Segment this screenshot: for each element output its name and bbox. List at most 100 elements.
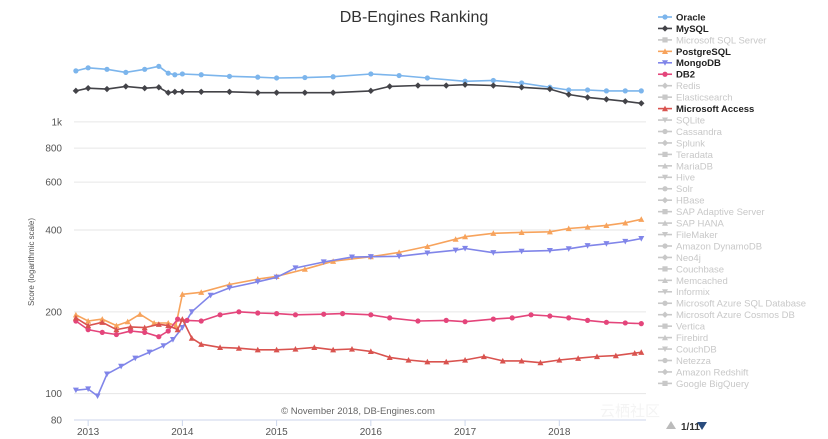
data-point-mongodb — [584, 243, 591, 249]
x-tick-label: 2015 — [265, 427, 288, 438]
data-point-mysql — [301, 89, 309, 96]
legend-item-redis[interactable]: Redis — [658, 81, 701, 92]
data-point-mysql — [155, 84, 163, 91]
legend-item-splunk[interactable]: Splunk — [658, 138, 705, 149]
data-point-db2 — [198, 318, 204, 324]
pager-down-arrow-icon[interactable] — [697, 422, 707, 430]
legend-item-sap-adaptive-server[interactable]: SAP Adaptive Server — [658, 207, 765, 218]
data-point-mongodb — [490, 250, 497, 256]
data-point-mysql — [273, 89, 280, 96]
data-point-db2 — [415, 318, 421, 324]
x-tick-label: 2013 — [77, 427, 100, 438]
data-point-db2 — [547, 313, 553, 319]
legend-item-vertica[interactable]: Vertica — [658, 322, 706, 333]
y-tick-label: 1k — [51, 117, 63, 128]
data-point-oracle — [462, 78, 468, 84]
data-point-mongodb — [118, 363, 125, 370]
legend-item-microsoft-sql-server[interactable]: Microsoft SQL Server — [658, 35, 766, 46]
legend-item-mysql[interactable]: MySQL — [658, 24, 709, 35]
series-group — [72, 63, 645, 400]
data-point-microsoft-access — [174, 326, 181, 333]
legend-label: Microsoft Access — [676, 104, 754, 115]
series-mysql[interactable] — [72, 81, 645, 107]
legend-item-couchbase[interactable]: Couchbase — [658, 264, 724, 275]
data-point-mysql — [518, 84, 525, 91]
data-point-postgresql — [584, 224, 591, 230]
data-point-db2 — [566, 315, 572, 321]
legend-item-hbase[interactable]: HBase — [658, 196, 705, 207]
legend-item-netezza[interactable]: Netezza — [658, 356, 712, 367]
legend-item-sqlite[interactable]: SQLite — [658, 115, 705, 126]
legend-marker — [662, 94, 668, 100]
data-point-db2 — [339, 311, 346, 317]
y-axis-label: Score (logarithmic scale) — [27, 218, 36, 306]
pager-up-arrow-icon[interactable] — [666, 421, 676, 429]
series-line-microsoft-access — [75, 317, 642, 364]
legend-marker — [661, 311, 669, 318]
data-point-postgresql — [99, 316, 106, 322]
legend-marker — [661, 368, 669, 376]
data-point-mysql — [141, 84, 148, 92]
legend-item-solr[interactable]: Solr — [658, 184, 693, 195]
legend-marker — [662, 220, 668, 226]
legend-label: Amazon DynamoDB — [676, 241, 762, 252]
data-point-microsoft-access — [188, 335, 195, 341]
legend-item-sap-hana[interactable]: SAP HANA — [658, 219, 725, 230]
legend-item-informix[interactable]: Informix — [658, 287, 710, 298]
data-point-mysql — [622, 98, 629, 105]
data-point-microsoft-access — [638, 349, 645, 355]
legend-item-hive[interactable]: Hive — [658, 173, 695, 184]
legend-item-oracle[interactable]: Oracle — [658, 12, 706, 23]
chart-title: DB-Engines Ranking — [340, 9, 489, 26]
legend-item-microsoft-access[interactable]: Microsoft Access — [658, 104, 754, 115]
legend-label: Amazon Redshift — [676, 367, 749, 378]
legend-item-elasticsearch[interactable]: Elasticsearch — [658, 93, 733, 104]
legend-label: Oracle — [676, 12, 706, 23]
legend-item-microsoft-azure-sql-database[interactable]: Microsoft Azure SQL Database — [658, 299, 806, 310]
data-point-mongodb — [546, 247, 553, 254]
data-point-mysql — [386, 83, 393, 90]
legend-item-couchdb[interactable]: CouchDB — [658, 344, 717, 355]
legend-item-postgresql[interactable]: PostgreSQL — [658, 47, 731, 58]
legend-label: Splunk — [676, 138, 705, 149]
legend-label: Memcached — [676, 276, 728, 287]
data-point-mysql — [226, 88, 233, 95]
data-point-mongodb — [146, 349, 153, 356]
legend-item-filemaker[interactable]: FileMaker — [658, 230, 718, 241]
series-oracle[interactable] — [73, 63, 644, 94]
legend-item-memcached[interactable]: Memcached — [658, 276, 728, 287]
data-point-db2 — [156, 334, 162, 340]
legend-item-mongodb[interactable]: MongoDB — [658, 58, 721, 69]
data-point-oracle — [622, 88, 628, 94]
series-mongodb[interactable] — [72, 235, 645, 400]
legend-item-db2[interactable]: DB2 — [658, 70, 695, 81]
data-point-mongodb — [254, 279, 261, 285]
legend-item-google-bigquery[interactable]: Google BigQuery — [658, 379, 749, 390]
series-microsoft-access[interactable] — [72, 314, 645, 366]
data-point-microsoft-access — [165, 322, 172, 329]
legend-item-microsoft-azure-cosmos-db[interactable]: Microsoft Azure Cosmos DB — [658, 310, 795, 321]
data-point-mysql — [84, 84, 92, 92]
legend-item-mariadb[interactable]: MariaDB — [658, 161, 713, 172]
legend-label: MariaDB — [676, 161, 713, 172]
series-db2[interactable] — [73, 309, 644, 340]
legend-item-amazon-dynamodb[interactable]: Amazon DynamoDB — [658, 241, 762, 252]
data-point-mongodb — [452, 247, 459, 254]
data-point-oracle — [490, 77, 496, 84]
data-point-postgresql — [452, 236, 459, 242]
data-point-mysql — [565, 91, 572, 98]
legend-item-cassandra[interactable]: Cassandra — [658, 127, 723, 138]
legend-pager[interactable]: 1/11 — [666, 421, 707, 433]
data-point-mongodb — [169, 337, 176, 343]
data-point-mysql — [254, 89, 261, 96]
legend-item-neo4j[interactable]: Neo4j — [658, 253, 701, 264]
data-point-microsoft-access — [575, 355, 582, 361]
data-point-db2 — [99, 329, 105, 336]
data-point-postgresql — [124, 318, 131, 325]
data-point-microsoft-access — [537, 359, 544, 366]
legend-item-firebird[interactable]: Firebird — [658, 333, 708, 344]
legend-item-amazon-redshift[interactable]: Amazon Redshift — [658, 367, 749, 378]
data-point-oracle — [85, 65, 91, 71]
data-point-postgresql — [113, 322, 120, 329]
legend-item-teradata[interactable]: Teradata — [658, 150, 714, 161]
